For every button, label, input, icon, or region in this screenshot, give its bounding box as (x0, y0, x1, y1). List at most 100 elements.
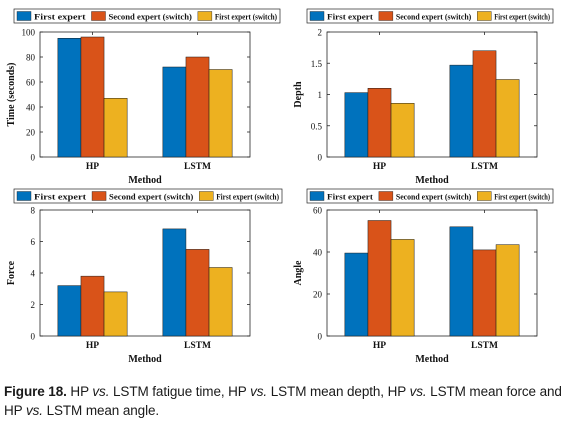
y-tick-label: 60 (313, 206, 323, 216)
legend-label-2: Second expert (switch) (396, 12, 472, 22)
chart-panel-3: 0 2 4 6 8 HP LSTM Method Force First expert Second… (6, 188, 283, 365)
legend-label-1: First expert (327, 192, 373, 202)
legend-swatch-1 (309, 11, 325, 21)
chart-panel-2: 0 0.5 1 1.5 2 HP LSTM Method Depth First expert Se… (293, 8, 554, 186)
bar-hp-series-2 (80, 36, 105, 158)
legend-swatch-1 (16, 11, 32, 21)
y-tick-label: 1.5 (311, 59, 323, 69)
bar-hp-series-3 (103, 291, 128, 337)
legend-swatch-1 (309, 191, 325, 201)
bar-lstm-series-2 (472, 249, 497, 337)
legend-label-3: First expert (switch) (494, 192, 550, 202)
caption-part: LSTM mean depth, HP (267, 384, 410, 399)
legend-label-2: Second expert (switch) (396, 192, 472, 202)
y-axis-label: Time (seconds) (6, 63, 17, 127)
legend-box (306, 8, 554, 24)
bar-lstm-series-2 (472, 50, 497, 158)
bar-hp-series-1 (344, 252, 369, 337)
y-tick-label: 0 (318, 332, 323, 342)
bar-lstm-series-3 (495, 244, 520, 337)
legend-label-3: First expert (switch) (215, 12, 277, 22)
y-tick-label: 4 (31, 269, 36, 279)
x-tick-label: LSTM (471, 341, 498, 351)
y-tick-label: 2 (318, 28, 323, 38)
bar-hp-series-3 (103, 98, 128, 158)
caption-part: vs. (250, 384, 268, 399)
bar-hp-series-1 (57, 285, 82, 337)
legend-swatch-3 (477, 11, 492, 21)
y-axis-label: Angle (293, 260, 304, 286)
bar-lstm-series-1 (162, 228, 187, 337)
chart-panel-1: 0 20 40 60 80 100 HP LSTM Method Time (seconds) Fi… (6, 8, 281, 186)
chart-panel-4: 0 20 40 60 HP LSTM Method Angle First expert Seco… (293, 188, 554, 365)
y-tick-label: 40 (313, 248, 323, 258)
y-tick-label: 60 (26, 78, 36, 88)
y-tick-label: 0 (31, 153, 36, 163)
legend-label-1: First expert (34, 192, 86, 202)
legend-swatch-2 (378, 11, 394, 21)
legend-label-3: First expert (switch) (494, 12, 550, 22)
bar-lstm-series-1 (162, 66, 187, 158)
x-axis-label: Method (128, 175, 162, 186)
x-axis-label: Method (415, 354, 449, 365)
legend-label-1: First expert (327, 12, 373, 22)
x-axis-label: Method (415, 175, 449, 186)
legend-swatch-2 (91, 191, 107, 201)
caption-part: vs. (92, 384, 110, 399)
y-tick-label: 2 (31, 300, 36, 310)
bar-hp-series-2 (367, 88, 392, 158)
legend-label-2: Second expert (switch) (108, 12, 192, 22)
legend-swatch-2 (378, 191, 394, 201)
y-tick-label: 80 (26, 53, 36, 63)
bar-lstm-series-2 (185, 249, 210, 337)
figure-label: Figure 18. (4, 384, 67, 399)
x-tick-label: LSTM (471, 162, 498, 172)
y-axis-label: Force (6, 260, 17, 285)
x-tick-label: LSTM (184, 341, 211, 351)
x-tick-label: HP (373, 162, 386, 172)
bar-lstm-series-3 (495, 79, 520, 158)
bar-lstm-series-1 (449, 226, 474, 337)
bar-hp-series-2 (80, 275, 105, 337)
bar-lstm-series-3 (208, 267, 233, 337)
y-tick-label: 6 (31, 237, 36, 247)
y-tick-label: 0 (318, 153, 323, 163)
bar-hp-series-3 (390, 103, 415, 158)
y-tick-label: 0.5 (311, 121, 323, 131)
figure-caption: Figure 18. HP vs. LSTM fatigue time, HP … (4, 382, 576, 420)
y-axis-label: Depth (293, 81, 304, 108)
legend-box (13, 188, 283, 204)
legend-swatch-2 (91, 11, 106, 21)
x-tick-label: LSTM (184, 162, 211, 172)
bar-lstm-series-3 (208, 69, 233, 158)
legend-box (306, 188, 554, 204)
bar-hp-series-2 (367, 220, 392, 337)
x-tick-label: HP (86, 162, 99, 172)
legend-label-3: First expert (switch) (216, 192, 279, 202)
bar-hp-series-1 (344, 92, 369, 158)
y-tick-label: 8 (31, 206, 36, 216)
legend-swatch-1 (16, 191, 32, 201)
legend-swatch-3 (199, 191, 214, 201)
caption-part: LSTM mean force and HP (4, 384, 562, 418)
y-tick-label: 20 (313, 290, 323, 300)
bar-lstm-series-1 (449, 64, 474, 158)
legend-swatch-3 (197, 11, 213, 21)
x-tick-label: HP (373, 341, 386, 351)
caption-part: vs. (25, 403, 43, 418)
legend-swatch-3 (477, 191, 492, 201)
legend-label-1: First expert (34, 12, 86, 22)
bar-hp-series-3 (390, 239, 415, 337)
bar-hp-series-1 (57, 38, 82, 158)
caption-part: HP (66, 384, 93, 399)
y-tick-label: 1 (318, 90, 323, 100)
caption-part: vs. (409, 384, 427, 399)
caption-part: LSTM fatigue time, HP (109, 384, 251, 399)
x-tick-label: HP (86, 341, 99, 351)
caption-part: LSTM mean angle. (42, 403, 160, 418)
y-tick-label: 40 (26, 103, 36, 113)
y-tick-label: 0 (31, 332, 36, 342)
bar-lstm-series-2 (185, 56, 210, 158)
legend-box (13, 8, 281, 24)
